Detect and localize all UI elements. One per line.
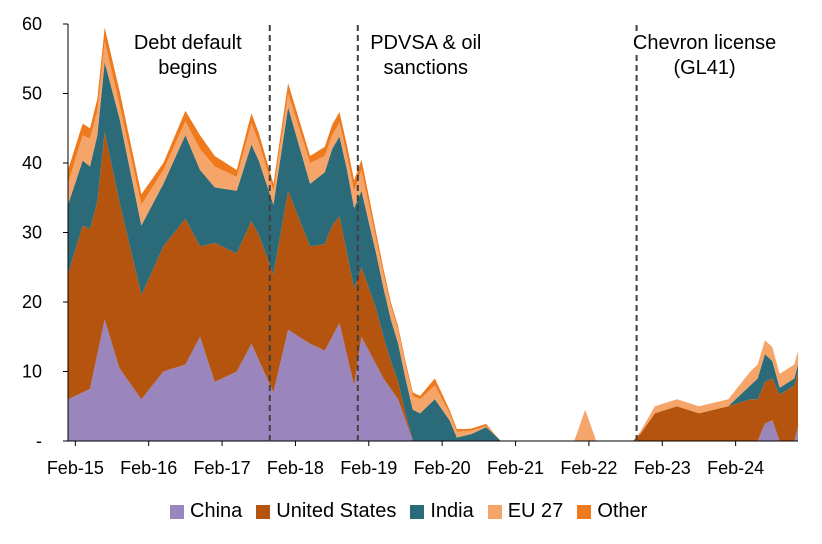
legend-item-china: China <box>170 500 242 523</box>
legend-swatch-india <box>410 504 425 519</box>
annotation-text-background <box>629 32 780 54</box>
legend-swatch-other <box>577 504 592 519</box>
y-tick-label: 50 <box>22 84 42 104</box>
area-eu-27 <box>68 41 798 441</box>
legend-label-other: Other <box>597 500 648 522</box>
stacked-area-chart: - 10 20 30 40 50 60 Feb-15 Feb-16 Feb-17 Feb-18 Feb… <box>22 14 798 478</box>
annotation-text-background <box>380 57 472 79</box>
legend: China United States India EU 27 Other <box>170 500 661 523</box>
annotation-text: (GL41) <box>673 57 735 79</box>
annotation-text-background <box>670 57 739 79</box>
y-tick-label: 30 <box>22 223 42 243</box>
x-tick-label: Feb-18 <box>267 458 324 478</box>
legend-swatch-eu27 <box>487 504 502 519</box>
legend-item-united-states: United States <box>256 500 396 523</box>
legend-label-united-states: United States <box>276 500 397 522</box>
x-tick-label: Feb-24 <box>707 458 764 478</box>
y-tick-label: - <box>36 431 42 451</box>
x-tick-label: Feb-19 <box>340 458 397 478</box>
legend-item-india: India <box>410 500 474 523</box>
x-tick-label: Feb-21 <box>487 458 544 478</box>
annotation-text: Chevron license <box>633 32 776 54</box>
area-china <box>68 319 798 441</box>
y-tick-label: 20 <box>22 292 42 312</box>
area-india <box>68 62 798 441</box>
annotation-text: PDVSA & oil <box>370 32 481 54</box>
legend-swatch-united-states <box>256 504 271 519</box>
legend-item-other: Other <box>577 500 647 523</box>
x-tick-label: Feb-17 <box>194 458 251 478</box>
x-tick-label: Feb-16 <box>120 458 177 478</box>
area-united-states <box>68 131 798 441</box>
annotation-text: sanctions <box>384 57 469 79</box>
x-tick-label: Feb-15 <box>47 458 104 478</box>
annotation-text-background <box>130 32 246 54</box>
legend-item-eu27: EU 27 <box>487 500 564 523</box>
x-tick-label: Feb-22 <box>560 458 617 478</box>
legend-label-india: India <box>430 500 474 522</box>
y-tick-label: 40 <box>22 153 42 173</box>
annotation-text: begins <box>158 57 217 79</box>
annotation-text-background <box>367 32 485 54</box>
annotation-text-background <box>155 57 221 79</box>
axes: - 10 20 30 40 50 60 Feb-15 Feb-16 Feb-17 Feb-18 Feb… <box>22 14 798 478</box>
area-layers <box>68 27 798 441</box>
annotation-text: Debt default <box>134 32 242 54</box>
y-tick-label: 10 <box>22 362 42 382</box>
annotations: Debt default begins PDVSA & oil sanctions Ch… <box>130 25 780 441</box>
y-tick-label: 60 <box>22 14 42 34</box>
legend-label-eu27: EU 27 <box>507 500 564 522</box>
x-tick-label: Feb-20 <box>414 458 471 478</box>
x-tick-label: Feb-23 <box>634 458 691 478</box>
legend-swatch-china <box>170 504 184 519</box>
legend-label-china: China <box>190 500 243 522</box>
